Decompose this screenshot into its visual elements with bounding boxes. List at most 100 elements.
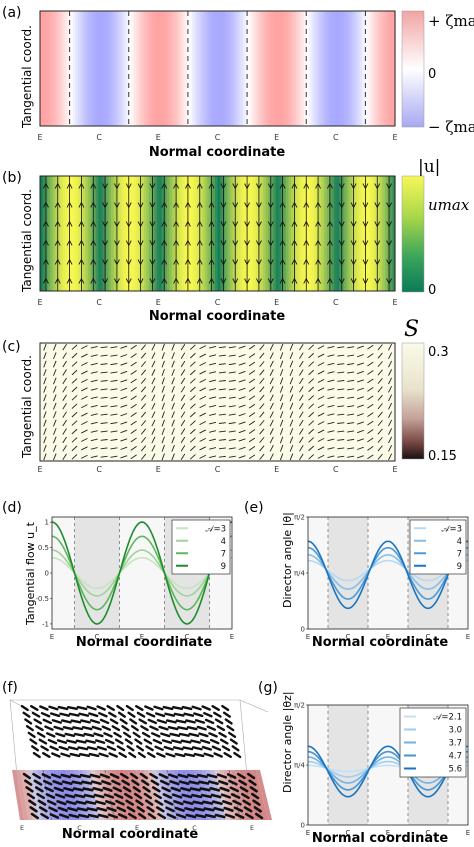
director-rod — [120, 772, 129, 780]
flow-arrow — [173, 182, 179, 189]
vorticity-strip — [253, 11, 257, 126]
x-tick-label: C — [95, 633, 100, 641]
flow-arrow — [196, 239, 203, 246]
director-rod — [128, 751, 137, 759]
director-rod — [158, 725, 169, 731]
panel-c-cbar-title: S — [404, 317, 419, 342]
flow-arrow — [125, 240, 132, 247]
flow-arrow — [90, 201, 97, 208]
region-band — [119, 517, 143, 629]
speed-strip — [258, 176, 262, 291]
speed-strip — [176, 176, 181, 291]
director-segment — [289, 343, 294, 351]
director-segment — [71, 369, 78, 376]
speed-strip — [60, 176, 64, 291]
director-segment — [337, 439, 345, 441]
speed-strip — [159, 176, 163, 291]
flow-arrow — [173, 220, 179, 227]
director-rod — [91, 725, 102, 731]
director-segment — [238, 362, 246, 366]
flow-arrow — [362, 278, 369, 285]
chart-e-xlabel: Normal coordinate — [312, 635, 449, 650]
director-segment — [140, 420, 147, 427]
director-segment — [228, 396, 236, 399]
flow-arrow — [338, 240, 345, 247]
vorticity-strip — [176, 11, 181, 126]
flow-arrow — [137, 259, 144, 266]
vorticity-strip — [384, 11, 388, 126]
director-segment — [337, 396, 345, 399]
director-segment — [130, 361, 137, 367]
legend-label: 3.7 — [448, 739, 462, 749]
speed-strip — [237, 176, 241, 291]
vorticity-strip — [329, 11, 333, 126]
director-segment — [388, 360, 393, 368]
flow-arrow — [291, 201, 298, 208]
x-tick-label: C — [185, 633, 190, 641]
director-segment — [279, 444, 284, 452]
director-rod — [108, 711, 117, 718]
director-segment — [357, 438, 364, 442]
director-segment — [81, 345, 88, 350]
director-rod — [68, 813, 80, 819]
flow-arrow — [149, 221, 156, 228]
director-segment — [269, 394, 274, 402]
director-rod — [228, 731, 237, 738]
director-segment — [43, 369, 47, 376]
director-segment — [317, 437, 325, 442]
vorticity-strip — [362, 11, 366, 126]
speed-strip — [105, 176, 110, 291]
director-rod — [31, 745, 40, 752]
director-segment — [110, 405, 118, 408]
director-rod — [161, 786, 171, 793]
director-rod — [134, 705, 144, 711]
director-rod — [58, 745, 69, 751]
director-segment — [53, 377, 57, 385]
director-segment — [71, 445, 78, 452]
director-segment — [81, 429, 88, 434]
director-segment — [248, 437, 256, 443]
vorticity-strip — [260, 11, 264, 126]
director-rod — [193, 752, 205, 758]
director-segment — [199, 353, 207, 358]
director-rod — [234, 813, 245, 819]
director-rod — [24, 779, 33, 786]
flow-arrow — [220, 259, 227, 266]
director-rod — [69, 752, 81, 758]
director-rod — [182, 746, 194, 751]
flow-arrow — [54, 239, 61, 246]
vorticity-strip — [374, 11, 378, 126]
director-segment — [308, 428, 315, 435]
speed-strip — [149, 176, 153, 291]
director-segment — [317, 429, 325, 434]
vorticity-strip — [321, 11, 325, 126]
director-segment — [100, 354, 108, 357]
director-rod — [56, 739, 68, 744]
director-segment — [248, 420, 256, 426]
director-rod — [180, 787, 191, 792]
director-rod — [95, 739, 106, 744]
director-segment — [90, 447, 98, 450]
flow-arrow — [185, 201, 191, 208]
director-segment — [248, 344, 256, 350]
director-rod — [102, 786, 113, 792]
director-rod — [41, 752, 51, 758]
speed-strip — [336, 176, 340, 291]
director-segment — [228, 455, 236, 458]
director-rod — [49, 813, 60, 819]
flow-arrow — [125, 278, 132, 285]
director-segment — [357, 370, 364, 375]
vorticity-strip — [316, 11, 320, 126]
vorticity-strip — [105, 11, 110, 126]
director-segment — [161, 453, 165, 461]
director-segment — [130, 370, 137, 375]
director-rod — [114, 738, 124, 745]
flow-arrow — [232, 202, 239, 209]
vorticity-strip — [189, 11, 193, 126]
director-rod — [208, 780, 219, 785]
panel-label-g: (g) — [258, 680, 278, 696]
director-segment — [120, 345, 128, 349]
panel-a-cbar-mid: 0 — [428, 67, 436, 82]
director-segment — [71, 403, 78, 409]
x-tick-label: E — [306, 633, 310, 641]
